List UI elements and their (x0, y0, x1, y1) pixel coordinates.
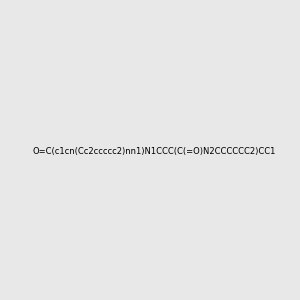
Text: O=C(c1cn(Cc2ccccc2)nn1)N1CCC(C(=O)N2CCCCCC2)CC1: O=C(c1cn(Cc2ccccc2)nn1)N1CCC(C(=O)N2CCCC… (32, 147, 275, 156)
